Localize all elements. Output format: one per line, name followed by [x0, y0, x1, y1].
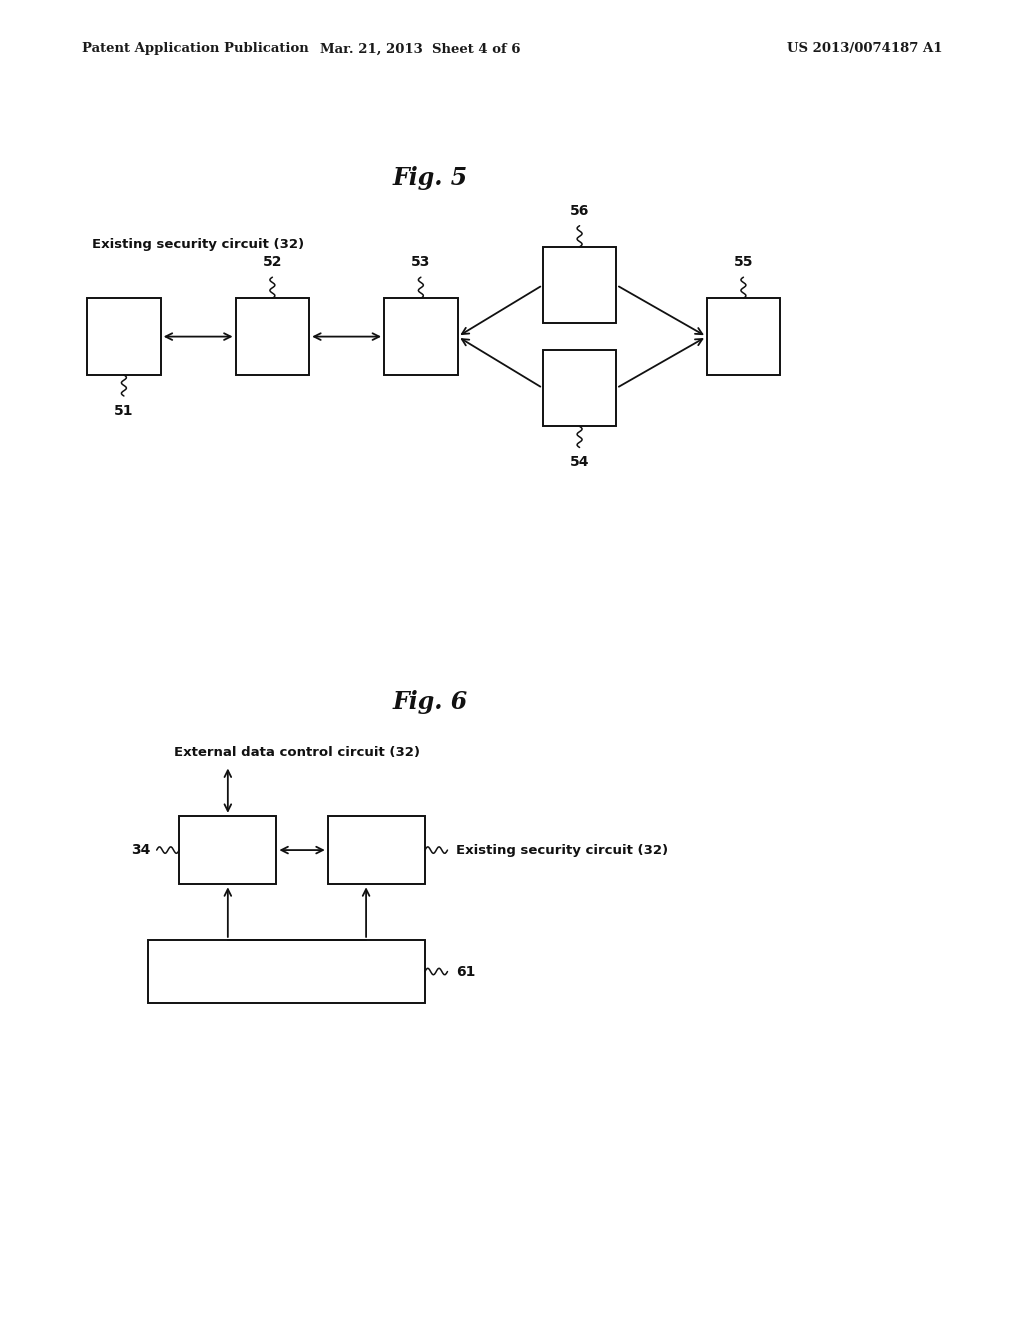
Text: Existing security circuit (32): Existing security circuit (32) [456, 843, 668, 857]
Bar [87, 298, 161, 375]
Text: 56: 56 [570, 203, 589, 218]
Text: Existing security circuit (32): Existing security circuit (32) [92, 238, 304, 251]
Text: Fig. 5: Fig. 5 [392, 166, 468, 190]
Text: 53: 53 [412, 255, 430, 269]
Text: 54: 54 [569, 455, 590, 470]
Text: 61: 61 [456, 965, 475, 978]
Text: Patent Application Publication: Patent Application Publication [82, 42, 308, 55]
Bar [543, 350, 616, 426]
Text: External data control circuit (32): External data control circuit (32) [174, 746, 420, 759]
Text: Fig. 6: Fig. 6 [392, 690, 468, 714]
Text: 51: 51 [114, 404, 134, 418]
Bar [707, 298, 780, 375]
Text: 34: 34 [131, 843, 151, 857]
Bar [236, 298, 309, 375]
Bar [384, 298, 458, 375]
Text: Mar. 21, 2013  Sheet 4 of 6: Mar. 21, 2013 Sheet 4 of 6 [319, 42, 520, 55]
Bar [148, 940, 425, 1003]
Text: 55: 55 [733, 255, 754, 269]
Bar [328, 816, 425, 884]
Bar [179, 816, 276, 884]
Text: 52: 52 [262, 255, 283, 269]
Text: US 2013/0074187 A1: US 2013/0074187 A1 [786, 42, 942, 55]
Bar [543, 247, 616, 323]
